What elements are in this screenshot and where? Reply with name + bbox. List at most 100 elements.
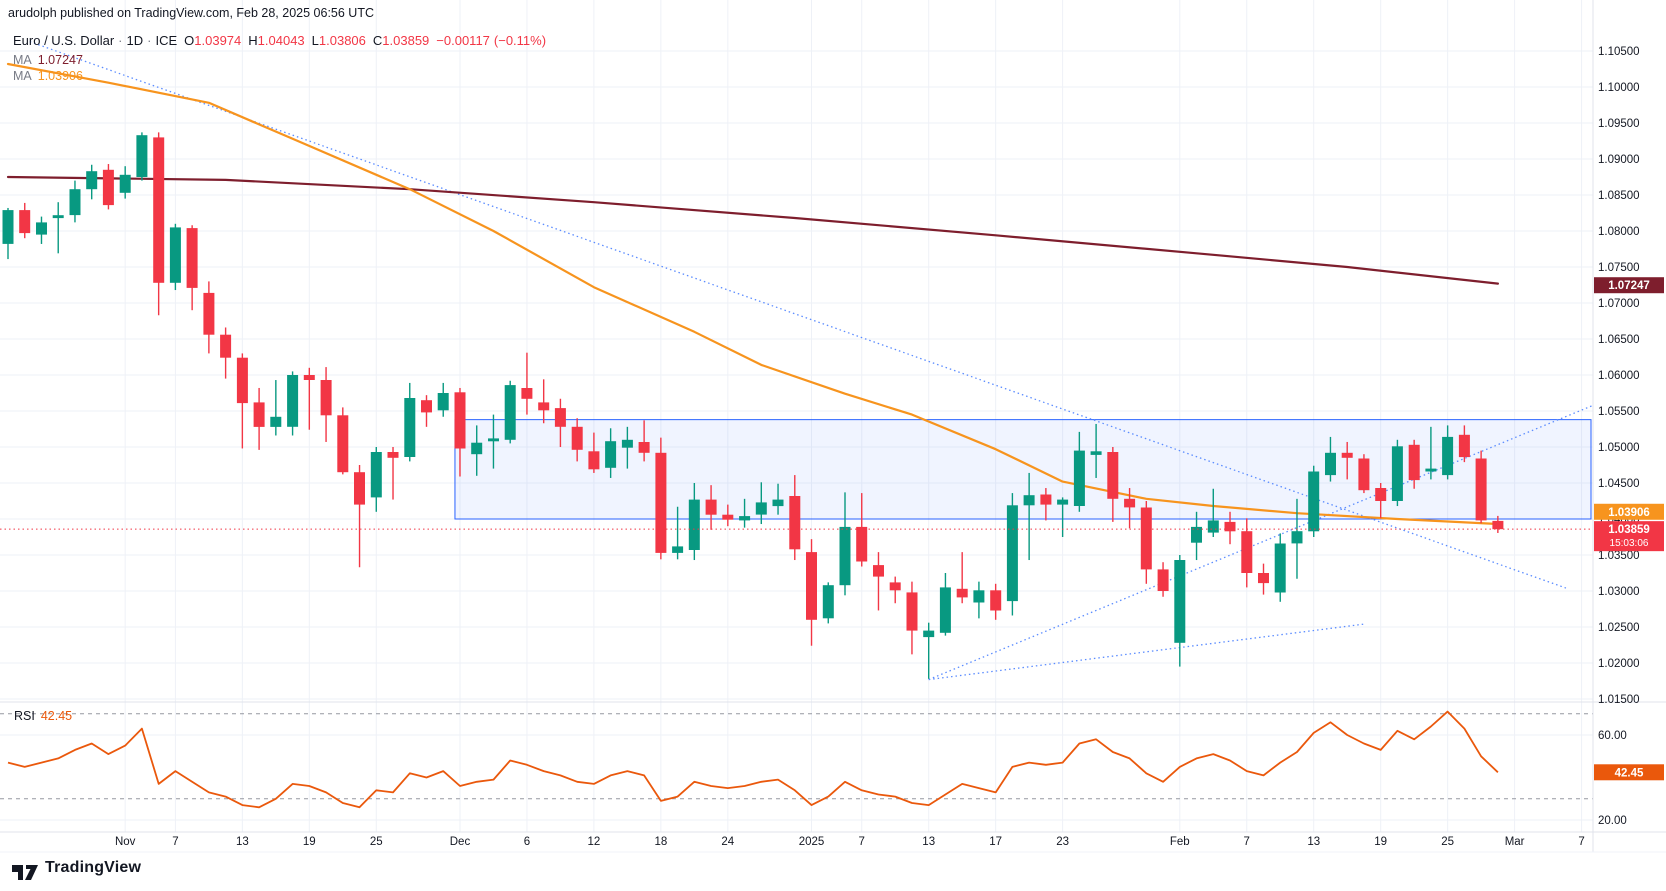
candle-body — [303, 375, 315, 380]
date-tick-label: 7 — [172, 836, 178, 848]
candle-body — [454, 392, 466, 449]
candle-body — [1241, 531, 1253, 573]
candle-body — [939, 587, 951, 633]
symbol-timeframe: 1D — [126, 33, 144, 48]
open-label: O — [184, 33, 195, 48]
candle-body — [203, 292, 215, 335]
candle-body — [1023, 495, 1035, 506]
candle-body — [1458, 434, 1470, 458]
candle-body — [119, 174, 131, 193]
date-tick-label: 13 — [922, 836, 935, 848]
rsi-label: RSI — [14, 709, 35, 723]
low-value: 1.03806 — [318, 33, 366, 48]
candle-body — [19, 210, 31, 234]
trendline — [928, 623, 1365, 681]
price-tick-label: 1.06000 — [1598, 370, 1640, 382]
candle-body — [521, 388, 533, 399]
candle-body — [739, 516, 751, 521]
date-tick-label: 17 — [989, 836, 1002, 848]
candle-body — [1140, 507, 1152, 570]
symbol-legend[interactable]: Euro / U.S. Dollar · 1D · ICE O1.03974 H1.0404… — [13, 33, 546, 48]
candle-body — [370, 452, 382, 498]
price-tick-label: 1.02000 — [1598, 658, 1640, 670]
candle-body — [86, 171, 98, 190]
rsi-tick-label: 20.00 — [1598, 815, 1627, 827]
candle-body — [270, 416, 282, 427]
ma-label: MA — [13, 69, 32, 83]
candle-body — [755, 502, 767, 515]
last-price-badge-text: 1.03859 — [1608, 524, 1650, 536]
candle-body — [839, 526, 851, 586]
candle-body — [1191, 526, 1202, 543]
tradingview-branding[interactable]: TradingView — [12, 856, 141, 880]
candle-body — [554, 408, 566, 427]
candle-body — [1291, 531, 1303, 544]
price-tick-label: 1.10000 — [1598, 82, 1640, 94]
candle-body — [253, 402, 265, 427]
price-tick-label: 1.05500 — [1598, 406, 1640, 418]
candle-body — [806, 552, 817, 620]
candle-body — [973, 590, 985, 603]
candle-body — [1375, 488, 1387, 501]
ma-slow-badge — [1594, 277, 1664, 294]
candle-body — [471, 442, 483, 455]
candle-body — [153, 137, 165, 283]
date-tick-label: 7 — [1578, 836, 1584, 848]
open-value: 1.03974 — [194, 33, 242, 48]
ma-fast-legend[interactable]: MA 1.03906 — [13, 69, 83, 83]
candle-body — [1475, 458, 1487, 521]
rsi-line — [7, 710, 1499, 809]
candle-body — [538, 402, 550, 411]
rsi-legend[interactable]: RSI 42.45 — [14, 709, 72, 723]
candle-body — [287, 375, 299, 427]
candle-body — [923, 630, 935, 638]
candle-body — [220, 334, 232, 358]
candle-body — [337, 415, 349, 473]
candle-body — [1308, 471, 1320, 532]
candle-body — [1391, 446, 1403, 501]
candle-body — [1358, 458, 1370, 491]
ma-fast-line — [6, 62, 1499, 526]
price-tick-label: 1.03000 — [1598, 586, 1640, 598]
date-tick-label: 23 — [1056, 836, 1069, 848]
date-tick-label: 24 — [721, 836, 734, 848]
candle-body — [588, 451, 600, 470]
candle-body — [688, 499, 700, 550]
candle-body — [705, 499, 717, 515]
date-tick-label: Dec — [450, 836, 471, 848]
candle-body — [1425, 468, 1437, 472]
price-tick-label: 1.03500 — [1598, 550, 1640, 562]
rsi-badge — [1594, 764, 1664, 781]
candle-body — [1107, 452, 1119, 499]
publish-watermark: arudolph published on TradingView.com, F… — [8, 6, 374, 20]
candle-body — [1057, 499, 1069, 505]
candle-body — [387, 452, 399, 458]
ma-slow-legend[interactable]: MA 1.07247 — [13, 53, 83, 67]
candle-body — [772, 499, 784, 507]
candle-body — [1124, 498, 1136, 508]
close-value: 1.03859 — [382, 33, 430, 48]
candle-body — [52, 215, 64, 219]
candle-body — [1274, 543, 1286, 593]
candle-body — [69, 189, 81, 216]
date-tick-label: 6 — [524, 836, 530, 848]
price-tick-label: 1.07000 — [1598, 298, 1640, 310]
candle-body — [1341, 452, 1353, 458]
candle-body — [906, 592, 918, 631]
symbol-exchange: ICE — [155, 33, 178, 48]
tradingview-logo-icon — [12, 865, 38, 880]
price-tick-label: 1.05000 — [1598, 442, 1640, 454]
ma-label: MA — [13, 53, 32, 67]
ma-fast-badge-text: 1.03906 — [1608, 507, 1650, 519]
candle-body — [789, 496, 801, 550]
high-value: 1.04043 — [257, 33, 305, 48]
candle-body — [136, 135, 148, 177]
range-box-annotation[interactable] — [454, 419, 1592, 520]
candle-body — [186, 228, 198, 288]
ma-slow-badge-text: 1.07247 — [1608, 280, 1650, 292]
candle-body — [889, 582, 901, 591]
legend-separator: · — [147, 33, 152, 48]
date-tick-label: Nov — [115, 836, 136, 848]
